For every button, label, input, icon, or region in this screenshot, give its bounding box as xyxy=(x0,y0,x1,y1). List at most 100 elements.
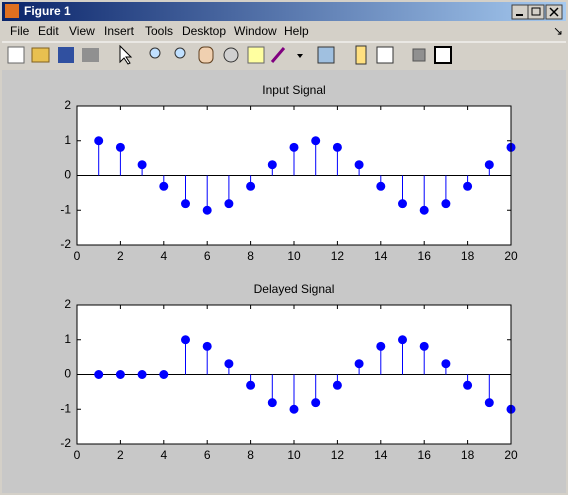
stem-marker xyxy=(441,359,451,369)
legend-icon[interactable] xyxy=(376,46,394,64)
menu-item[interactable]: File xyxy=(10,24,30,38)
window-title: Figure 1 xyxy=(24,4,71,18)
stem-marker xyxy=(419,341,429,351)
chart-title: Delayed Signal xyxy=(254,282,335,296)
stem-marker xyxy=(463,181,473,191)
app-icon xyxy=(5,4,19,18)
stem-marker xyxy=(159,370,169,379)
stem-marker xyxy=(332,380,342,390)
stem-marker xyxy=(289,142,299,152)
stem-marker xyxy=(246,181,256,191)
axes-box xyxy=(76,105,512,246)
rotate-icon[interactable] xyxy=(223,47,239,63)
x-tick-label: 10 xyxy=(287,249,301,263)
stem-marker xyxy=(115,142,125,152)
stem-marker xyxy=(224,199,234,209)
stem-marker xyxy=(267,398,277,408)
axes-box xyxy=(76,304,512,445)
window-buttons xyxy=(511,4,563,20)
menu-item[interactable]: Edit xyxy=(38,24,59,38)
stem-marker xyxy=(94,136,104,146)
x-tick-label: 8 xyxy=(247,448,254,462)
stem-marker xyxy=(202,341,212,351)
stem-marker xyxy=(224,359,234,369)
brush-icon[interactable] xyxy=(270,47,286,63)
stem-marker xyxy=(311,398,321,408)
zoom-in-icon[interactable] xyxy=(149,47,161,59)
chart-title: Input Signal xyxy=(262,83,325,97)
title-bar xyxy=(2,2,566,21)
new-icon[interactable] xyxy=(7,46,25,64)
x-tick-label: 14 xyxy=(374,448,388,462)
stem-marker xyxy=(419,205,429,215)
link-icon[interactable] xyxy=(317,46,335,64)
x-tick-label: 18 xyxy=(461,249,475,263)
y-tick-label: -1 xyxy=(60,202,71,216)
hide-tools-icon[interactable] xyxy=(412,48,426,62)
menu-item[interactable]: Tools xyxy=(145,24,173,38)
x-tick-label: 4 xyxy=(160,448,167,462)
y-tick-label: 2 xyxy=(64,98,71,112)
select-icon[interactable] xyxy=(119,44,133,65)
stem-marker xyxy=(94,370,104,379)
x-tick-label: 0 xyxy=(74,448,81,462)
open-icon[interactable] xyxy=(31,47,50,63)
x-tick-label: 12 xyxy=(331,249,345,263)
stem-marker xyxy=(159,181,169,191)
y-tick-label: 0 xyxy=(64,168,71,182)
stem-marker xyxy=(441,199,451,209)
x-tick-label: 2 xyxy=(117,249,124,263)
y-tick-label: -2 xyxy=(60,237,71,251)
pan-icon[interactable] xyxy=(198,46,214,64)
save-icon[interactable] xyxy=(58,47,74,63)
x-tick-label: 20 xyxy=(504,249,518,263)
stem-marker xyxy=(376,341,386,351)
x-tick-label: 0 xyxy=(74,249,81,263)
x-tick-label: 18 xyxy=(461,448,475,462)
stem-marker xyxy=(376,181,386,191)
stem-marker xyxy=(463,380,473,390)
stem-marker xyxy=(289,404,299,414)
zoom-out-icon[interactable] xyxy=(174,47,186,59)
stem-marker xyxy=(354,359,364,369)
menu-item[interactable]: Help xyxy=(284,24,309,38)
menu-item[interactable]: Desktop xyxy=(182,24,226,38)
toolbar xyxy=(7,44,452,65)
print-icon[interactable] xyxy=(82,48,99,62)
menu-item[interactable]: Insert xyxy=(104,24,135,38)
close-glyph xyxy=(549,7,559,17)
y-tick-label: 2 xyxy=(64,297,71,311)
y-tick-label: -2 xyxy=(60,436,71,450)
stem-marker xyxy=(202,205,212,215)
stem-marker xyxy=(332,142,342,152)
x-tick-label: 6 xyxy=(204,448,211,462)
minimize-button[interactable] xyxy=(511,4,529,20)
x-tick-label: 20 xyxy=(504,448,518,462)
x-tick-label: 4 xyxy=(160,249,167,263)
stem-marker xyxy=(267,160,277,170)
colorbar-icon[interactable] xyxy=(355,45,367,65)
stem-marker xyxy=(181,199,190,209)
stem-marker xyxy=(246,380,256,390)
stem-marker xyxy=(311,136,321,146)
y-tick-label: 1 xyxy=(64,332,71,346)
stem-marker xyxy=(137,160,147,170)
stem-marker xyxy=(398,335,407,345)
x-tick-label: 16 xyxy=(418,249,432,263)
brush-dropdown[interactable] xyxy=(297,54,303,58)
show-tools-icon[interactable] xyxy=(434,46,452,64)
menu-item[interactable]: Window xyxy=(234,24,277,38)
stem-marker xyxy=(484,398,494,408)
datacursor-icon[interactable] xyxy=(247,46,265,64)
menu-item[interactable]: View xyxy=(69,24,95,38)
stem-marker xyxy=(137,370,147,379)
menu-bar: File Edit View Insert Tools Desktop Window Help xyxy=(10,24,309,38)
x-tick-label: 12 xyxy=(331,448,345,462)
stem-marker xyxy=(398,199,407,209)
y-tick-label: 1 xyxy=(64,133,71,147)
y-tick-label: 0 xyxy=(64,367,71,381)
stem-marker xyxy=(181,335,190,345)
menu-arrow: ↘ xyxy=(553,24,563,38)
maximize-button[interactable] xyxy=(527,4,545,20)
